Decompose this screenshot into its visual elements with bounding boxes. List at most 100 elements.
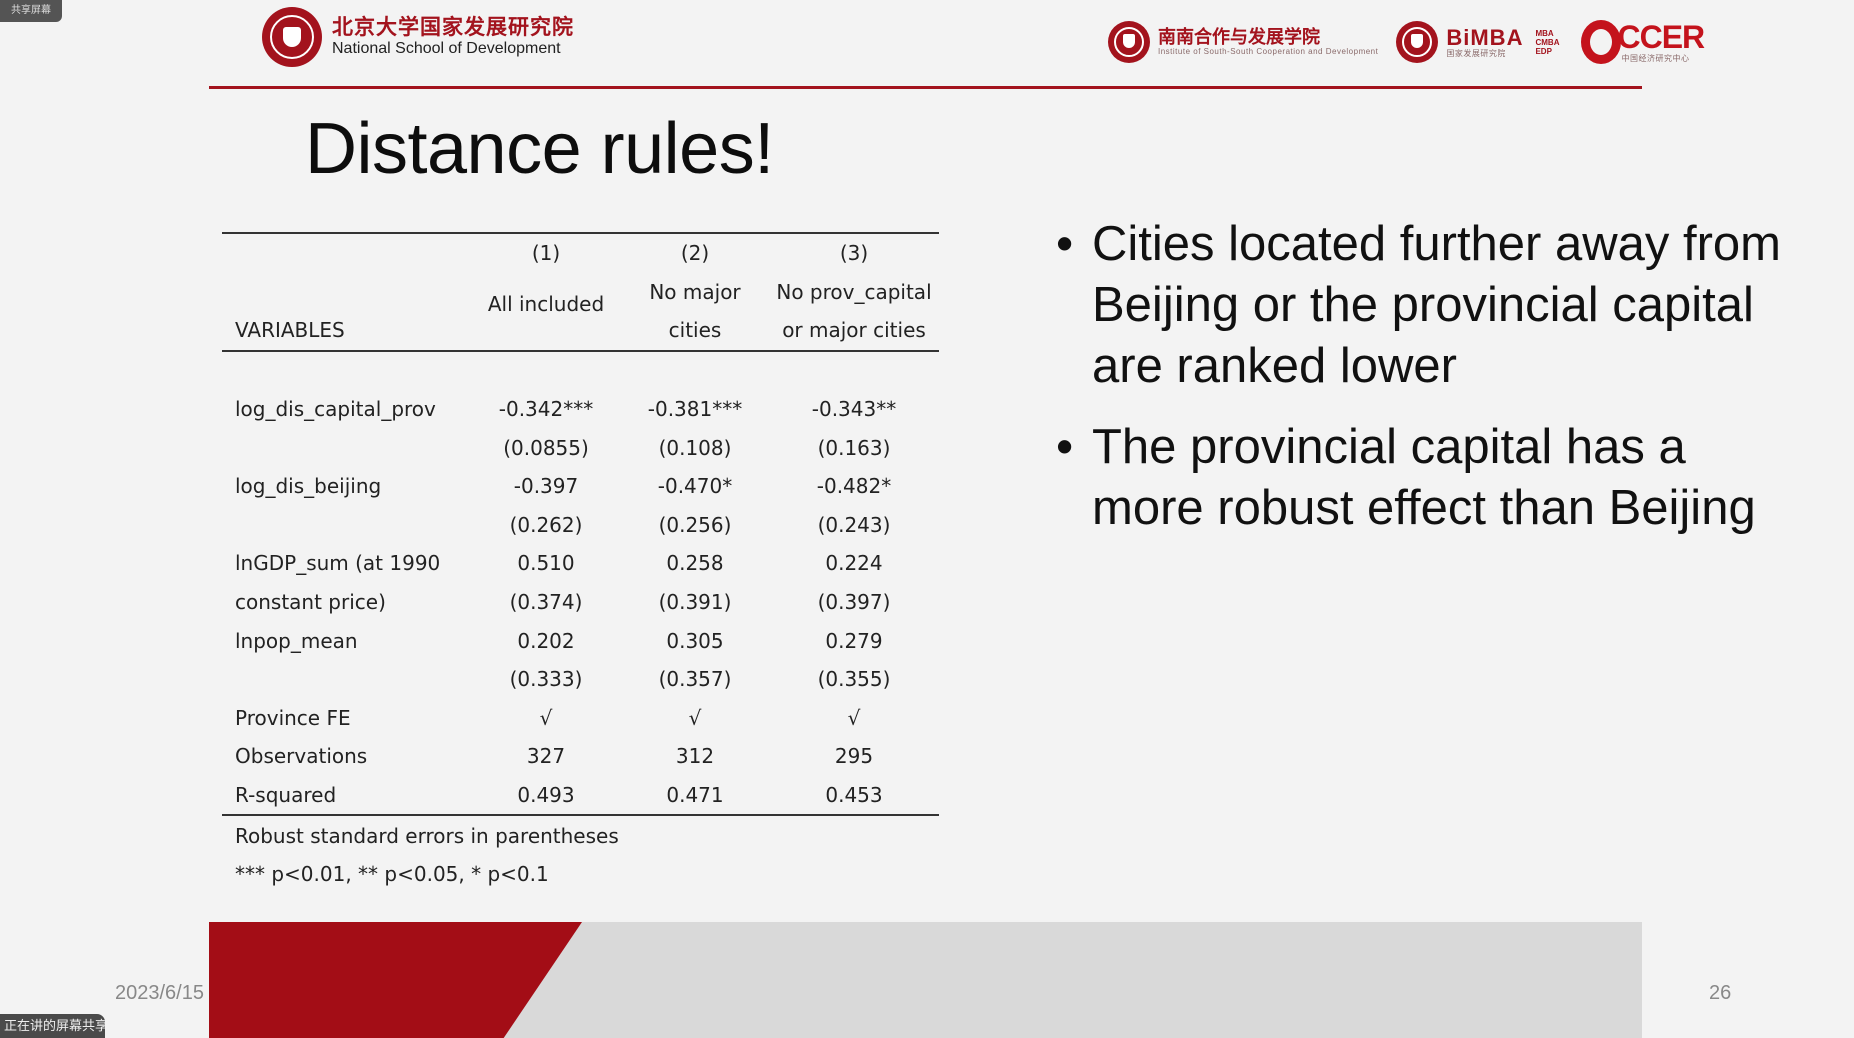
table-cell: -0.397 (513, 474, 579, 499)
row-label: constant price) (235, 590, 386, 615)
page-number: 26 (1709, 982, 1732, 1004)
row-label: Observations (235, 744, 368, 769)
ccer-logo: CCER 中国经济研究中心 (1581, 19, 1705, 64)
row-label: R-squared (222, 775, 471, 817)
regression-table: (1) (2) (3) No major No prov_capital VAR… (222, 232, 939, 894)
row-label: Province FE (235, 705, 351, 730)
table-row: (0.262) (0.256) (0.243) (222, 506, 939, 545)
bimba-logo: BiMBA 国家发展研究院 MBA CMBA EDP (1396, 21, 1563, 63)
screen-share-chip[interactable]: 共享屏幕 (0, 0, 62, 22)
nsd-logo: 北京大学国家发展研究院 National School of Developme… (262, 6, 574, 68)
row-label (222, 660, 471, 699)
table-cell: √ (688, 705, 702, 730)
table-note: Robust standard errors in parentheses (235, 823, 619, 848)
peking-university-seal-icon (262, 7, 322, 67)
column-header: (3) (769, 232, 939, 273)
table-cell: 0.471 (621, 775, 769, 817)
table-cell: (0.243) (817, 512, 891, 537)
slide-date: 2023/6/15 (115, 982, 204, 1004)
nsd-name-cn: 北京大学国家发展研究院 (332, 15, 574, 39)
column-header: (1) (471, 232, 621, 273)
table-cell: 327 (526, 744, 566, 769)
table-cell: -0.343** (811, 397, 897, 422)
ccer-name: CCER (1617, 19, 1705, 55)
bullet-item: The provincial capital has a more robust… (1052, 417, 1792, 539)
nsd-name-en: National School of Development (332, 39, 561, 57)
column-header: No major (649, 279, 741, 304)
column-header: or major cities (769, 311, 939, 352)
table-cell: 312 (675, 744, 715, 769)
table-row: (0.0855) (0.108) (0.163) (222, 428, 939, 467)
table-header-row: (1) (2) (3) (222, 232, 939, 273)
table-cell: 0.279 (825, 628, 883, 653)
table-header-row: VARIABLES All included cities or major c… (222, 292, 939, 352)
pku-seal-icon (1108, 21, 1150, 63)
table-cell: 295 (834, 744, 874, 769)
table-cell: (0.355) (817, 667, 891, 692)
table-row: lnGDP_sum (at 1990 0.510 0.258 0.224 (222, 544, 939, 583)
table-cell: 0.453 (769, 775, 939, 817)
column-header: All included (471, 292, 621, 333)
header-divider (209, 86, 1642, 89)
ccer-ring-icon (1581, 20, 1622, 64)
table-note: *** p<0.01, ** p<0.05, * p<0.1 (235, 862, 549, 887)
table-cell: 0.202 (517, 628, 575, 653)
table-cell: 0.510 (517, 551, 575, 576)
table-row: (0.333) (0.357) (0.355) (222, 660, 939, 699)
issc-name-cn: 南南合作与发展学院 (1158, 26, 1320, 47)
table-cell: (0.163) (817, 435, 891, 460)
table-note-row: *** p<0.01, ** p<0.05, * p<0.1 (222, 855, 939, 894)
table-cell: (0.0855) (503, 435, 589, 460)
bimba-subtitle: 国家发展研究院 (1446, 48, 1506, 58)
variables-label: VARIABLES (222, 311, 471, 352)
table-row: R-squared 0.493 0.471 0.453 (222, 775, 939, 817)
table-cell: -0.482* (816, 474, 892, 499)
table-cell: (0.391) (658, 590, 732, 615)
table-cell: (0.397) (817, 590, 891, 615)
table-cell: (0.108) (658, 435, 732, 460)
column-header: cities (621, 311, 769, 352)
table-cell: (0.333) (509, 667, 583, 692)
table-cell: (0.262) (509, 512, 583, 537)
column-header: No prov_capital (776, 279, 932, 304)
table-cell: √ (539, 705, 553, 730)
pku-seal-icon (1396, 21, 1439, 63)
table-cell: 0.493 (471, 775, 621, 817)
bimba-name: BiMBA (1446, 24, 1524, 50)
row-label (222, 506, 471, 545)
table-cell: 0.224 (825, 551, 883, 576)
row-label: lnpop_mean (235, 628, 358, 653)
bullet-list: Cities located further away from Beijing… (1052, 214, 1792, 559)
issc-logo: 南南合作与发展学院 Institute of South-South Coope… (1108, 21, 1378, 63)
table-row: Observations 327 312 295 (222, 737, 939, 776)
table-row: constant price) (0.374) (0.391) (0.397) (222, 583, 939, 622)
table-note-row: Robust standard errors in parentheses (222, 815, 939, 855)
row-label: log_dis_beijing (235, 474, 382, 499)
screen-share-indicator[interactable]: 正在讲的屏幕共享 (0, 1014, 105, 1038)
slide-title: Distance rules! (305, 109, 774, 189)
partner-logos: 南南合作与发展学院 Institute of South-South Coope… (1108, 14, 1705, 70)
table-cell: √ (847, 705, 861, 730)
table-row: log_dis_capital_prov -0.342*** -0.381*** -0… (222, 390, 939, 429)
issc-name-en: Institute of South-South Cooperation and… (1158, 46, 1379, 56)
table-cell: (0.256) (658, 512, 732, 537)
table-cell: 0.258 (666, 551, 724, 576)
table-cell: -0.381*** (647, 397, 743, 422)
ccer-subtitle: 中国经济研究中心 (1621, 54, 1690, 64)
bullet-item: Cities located further away from Beijing… (1052, 214, 1792, 397)
table-cell: -0.470* (657, 474, 733, 499)
column-header: (2) (621, 232, 769, 273)
row-label: lnGDP_sum (at 1990 (235, 551, 441, 576)
row-label (222, 428, 471, 467)
table-row: lnpop_mean 0.202 0.305 0.279 (222, 621, 939, 660)
table-row: log_dis_beijing -0.397 -0.470* -0.482* (222, 467, 939, 506)
table-cell: (0.374) (509, 590, 583, 615)
table-header-row: No major No prov_capital (222, 273, 939, 312)
table-cell: 0.305 (666, 628, 724, 653)
table-cell: -0.342*** (498, 397, 594, 422)
row-label: log_dis_capital_prov (235, 397, 436, 422)
table-cell: (0.357) (658, 667, 732, 692)
bimba-tag: MBA CMBA EDP (1535, 28, 1560, 56)
